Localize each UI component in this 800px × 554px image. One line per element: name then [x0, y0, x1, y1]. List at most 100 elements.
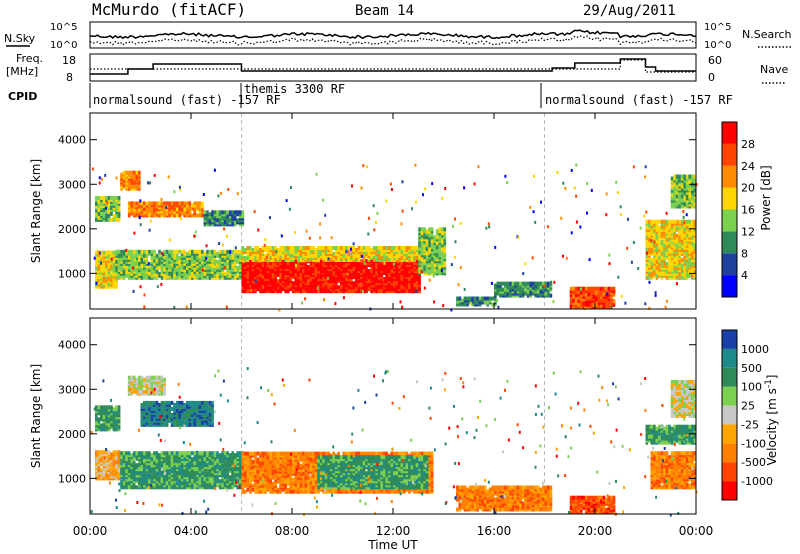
range-cell [132, 451, 136, 456]
range-cell [178, 201, 181, 206]
range-cell [688, 249, 691, 254]
range-cell [107, 254, 111, 259]
range-cell [180, 451, 184, 456]
range-cell [145, 473, 149, 478]
range-cell [193, 451, 197, 456]
range-cell [178, 477, 181, 482]
range-cell [319, 287, 323, 292]
range-cell [105, 252, 108, 257]
range-cell [271, 250, 275, 254]
range-cell [138, 216, 141, 220]
range-cell [521, 289, 525, 294]
range-cell [145, 249, 149, 254]
range-cell [274, 279, 277, 284]
range-cell [668, 249, 671, 254]
range-cell [115, 176, 118, 180]
range-cell [115, 259, 118, 264]
range-cell [211, 220, 214, 225]
range-cell [584, 296, 588, 301]
range-cell [105, 472, 108, 477]
range-cell [130, 201, 133, 206]
range-cell [251, 289, 255, 294]
range-cell [150, 207, 154, 212]
range-cell [685, 174, 689, 179]
range-cell [112, 472, 116, 477]
range-cell [367, 279, 371, 284]
range-cell [289, 279, 293, 284]
range-cell [163, 249, 166, 254]
range-cell [312, 263, 315, 268]
range-cell [139, 285, 142, 289]
range-cell [97, 450, 101, 455]
range-cell [244, 279, 247, 284]
range-cell [196, 201, 199, 206]
range-cell [602, 292, 606, 297]
range-cell [213, 210, 217, 215]
range-cell [683, 196, 686, 201]
range-cell [645, 247, 649, 252]
range-cell [415, 289, 418, 293]
range-cell [363, 258, 366, 262]
range-cell [506, 281, 510, 286]
range-cell [163, 463, 166, 468]
range-cell [97, 207, 101, 212]
range-cell [592, 286, 596, 291]
range-cell [324, 279, 328, 284]
range-cell [115, 284, 118, 289]
range-cell [249, 279, 252, 284]
range-cell [239, 210, 242, 215]
range-cell [105, 256, 107, 259]
y-tick-label: 1000 [58, 267, 86, 280]
range-cell [183, 477, 186, 482]
range-cell [418, 279, 421, 284]
range-cell [332, 246, 335, 250]
range-cell [678, 174, 681, 179]
range-cell [433, 235, 436, 240]
range-cell [279, 279, 282, 284]
range-cell [370, 267, 373, 272]
range-cell [466, 296, 469, 301]
range-cell [139, 199, 142, 203]
range-cell [110, 257, 113, 261]
range-cell [281, 256, 285, 260]
range-cell [117, 207, 121, 212]
range-cell [327, 279, 330, 284]
range-cell [132, 201, 136, 206]
range-cell [231, 253, 234, 258]
range-cell [120, 451, 123, 456]
range-cell [660, 263, 664, 268]
range-cell [582, 286, 585, 291]
range-cell [516, 281, 520, 286]
range-cell [175, 481, 179, 486]
range-cell [95, 450, 98, 455]
range-cell [193, 211, 197, 216]
range-cell [97, 250, 101, 255]
range-cell [302, 269, 305, 274]
range-cell [390, 277, 394, 282]
colorbar-tick-label: 16 [741, 204, 755, 217]
range-cell [223, 227, 226, 231]
range-cell [442, 304, 445, 308]
range-cell [254, 283, 257, 288]
range-cell [420, 267, 424, 272]
range-cell [106, 201, 109, 205]
range-cell [201, 255, 204, 260]
range-cell [186, 201, 189, 206]
range-cell [395, 256, 399, 260]
range-cell [127, 451, 131, 456]
range-cell [678, 219, 681, 224]
range-cell [180, 217, 182, 221]
range-cell [264, 279, 267, 284]
range-cell [236, 273, 239, 278]
range-cell [511, 281, 515, 286]
range-cell [365, 246, 368, 250]
cpid-segment-3: normalsound (fast) -157 RF [545, 93, 733, 107]
range-cell [410, 279, 414, 284]
range-cell [228, 210, 232, 215]
range-cell [418, 267, 421, 272]
range-cell [456, 300, 459, 304]
range-cell [206, 265, 209, 270]
noise-sky-trace [89, 29, 697, 40]
range-cell [127, 213, 131, 218]
range-cell [350, 281, 353, 286]
